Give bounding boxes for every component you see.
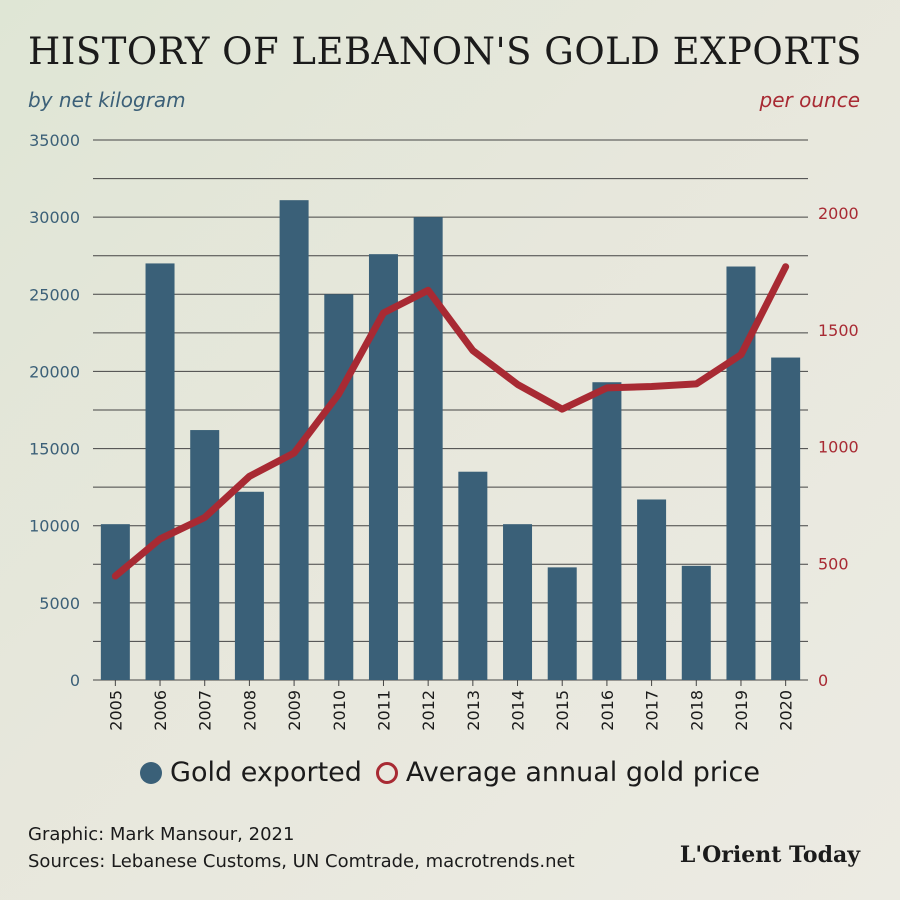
bar	[145, 263, 175, 680]
x-tick-label: 2017	[643, 690, 662, 731]
right-tick-label: 1000	[818, 438, 859, 457]
x-tick-label: 2006	[151, 690, 170, 731]
x-tick-label: 2008	[240, 690, 259, 731]
bar	[190, 430, 220, 680]
x-tick-label: 2010	[330, 690, 349, 731]
legend-bar-marker	[140, 761, 163, 784]
bar	[637, 499, 667, 680]
x-tick-label: 2007	[196, 690, 215, 731]
bar	[324, 294, 354, 680]
legend-line-label: Average annual gold price	[405, 757, 760, 788]
x-tick-label: 2015	[553, 690, 572, 731]
left-tick-label: 20000	[29, 362, 80, 381]
x-tick-label: 2009	[285, 690, 304, 731]
bar	[771, 357, 801, 680]
x-tick-label: 2014	[509, 690, 528, 731]
x-tick-label: 2020	[777, 690, 796, 731]
x-tick-label: 2018	[687, 690, 706, 731]
right-tick-label: 2000	[818, 204, 859, 223]
price-line	[111, 263, 790, 580]
bar	[413, 217, 443, 680]
x-tick-label: 2013	[464, 690, 483, 731]
sources-line: Sources: Lebanese Customs, UN Comtrade, …	[28, 851, 575, 872]
left-tick-label: 5000	[39, 594, 80, 613]
x-tick-label: 2011	[374, 690, 393, 731]
bar	[458, 471, 488, 680]
right-axis-label: per ounce	[759, 88, 860, 112]
publisher-logo: L'Orient Today	[679, 842, 860, 868]
right-tick-label: 0	[818, 671, 828, 690]
legend-bars-label: Gold exported	[170, 757, 362, 788]
legend-item-bars: Gold exported	[140, 757, 362, 788]
left-axis-label: by net kilogram	[28, 88, 186, 112]
right-tick-label: 500	[818, 554, 849, 573]
bar	[234, 491, 264, 680]
x-tick-label: 2016	[598, 690, 617, 731]
left-tick-label: 35000	[29, 131, 80, 150]
left-tick-label: 25000	[29, 285, 80, 304]
bar	[503, 524, 533, 680]
left-tick-label: 15000	[29, 440, 80, 459]
x-tick-label: 2019	[732, 690, 751, 731]
x-tick-label: 2005	[106, 690, 125, 731]
x-tick-label: 2012	[419, 690, 438, 731]
bar	[592, 382, 622, 680]
left-tick-label: 0	[70, 671, 80, 690]
left-tick-label: 10000	[29, 517, 80, 536]
bar	[547, 567, 577, 680]
bar	[681, 565, 711, 680]
chart-title: HISTORY OF LEBANON'S GOLD EXPORTS	[28, 30, 862, 73]
right-tick-label: 1500	[818, 321, 859, 340]
left-tick-label: 30000	[29, 208, 80, 227]
legend: Gold exported Average annual gold price	[0, 757, 900, 788]
legend-item-line: Average annual gold price	[375, 757, 760, 788]
legend-line-marker	[375, 761, 398, 784]
credit-line: Graphic: Mark Mansour, 2021	[28, 824, 295, 845]
bar	[100, 524, 130, 680]
